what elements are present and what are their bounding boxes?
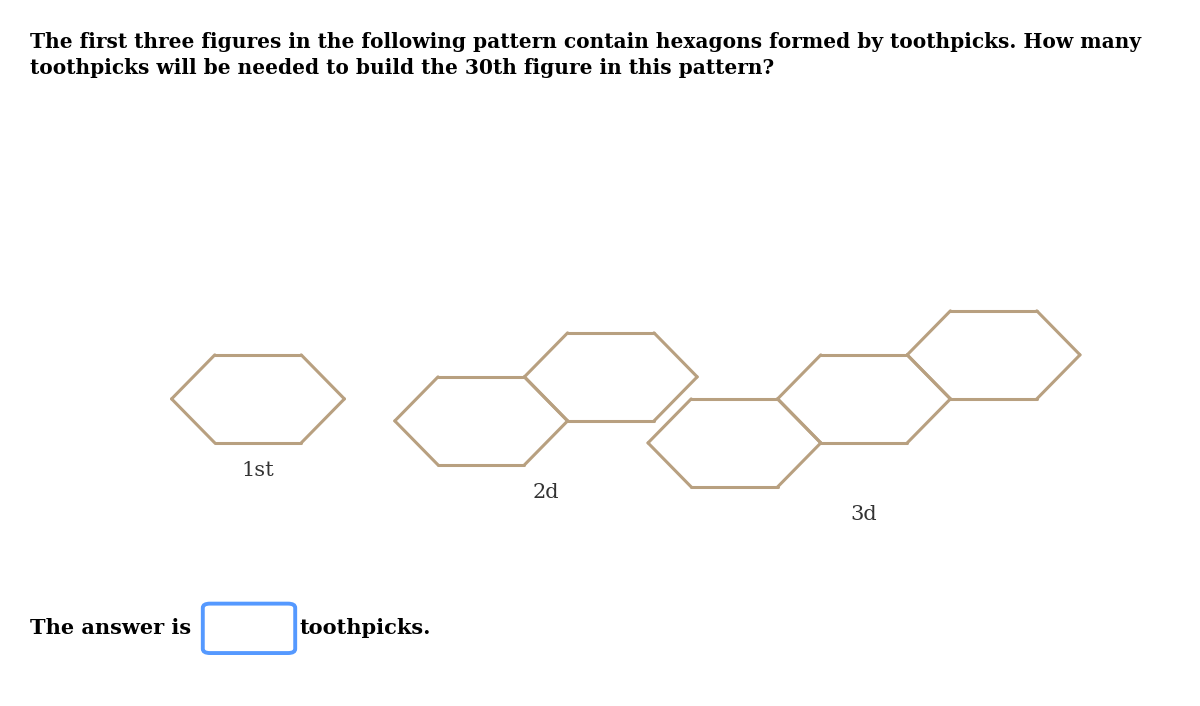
- Text: 3d: 3d: [851, 505, 877, 524]
- FancyBboxPatch shape: [203, 604, 295, 653]
- Text: 1st: 1st: [241, 460, 275, 479]
- Text: toothpicks.: toothpicks.: [300, 618, 432, 638]
- Text: 2d: 2d: [533, 483, 559, 501]
- Text: The first three figures in the following pattern contain hexagons formed by toot: The first three figures in the following…: [30, 32, 1141, 78]
- Text: The answer is: The answer is: [30, 618, 191, 638]
